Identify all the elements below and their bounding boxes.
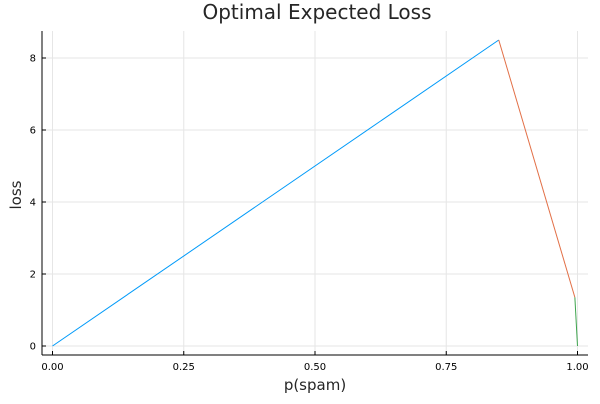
x-axis-title: p(spam)	[284, 376, 346, 394]
series-line-3	[574, 297, 578, 347]
ticks: 0.00 0.25 0.50 0.75 1.00 0 2 4 6 8	[30, 54, 589, 374]
series-line-2	[498, 39, 576, 298]
series-line-1	[52, 39, 500, 347]
y-tick-label: 8	[30, 54, 36, 65]
x-tick-label: 0.00	[41, 362, 63, 373]
x-tick-label: 0.50	[304, 362, 326, 373]
y-tick-label: 6	[30, 126, 36, 137]
series-lines	[52, 39, 578, 347]
y-tick-label: 0	[30, 342, 36, 353]
x-tick-label: 0.75	[435, 362, 457, 373]
y-axis-title: loss	[7, 180, 25, 209]
x-tick-label: 1.00	[566, 362, 588, 373]
y-tick-label: 2	[30, 270, 36, 281]
chart-title: Optimal Expected Loss	[202, 0, 431, 24]
grid	[42, 31, 588, 355]
y-tick-label: 4	[30, 198, 36, 209]
x-tick-label: 0.25	[173, 362, 195, 373]
